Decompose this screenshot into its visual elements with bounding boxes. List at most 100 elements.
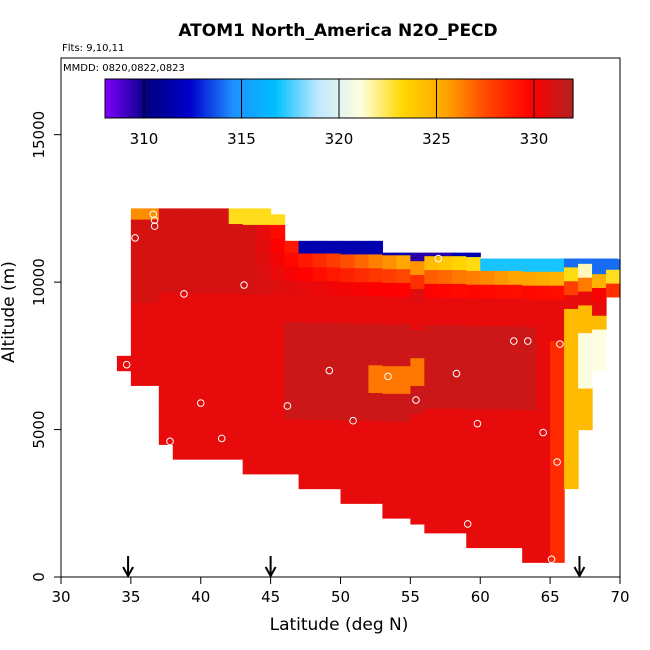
heatmap-cell [522, 271, 537, 286]
colorbar-segment [489, 79, 493, 118]
colorbar-segment [141, 79, 145, 118]
heatmap-cell [550, 534, 565, 549]
heatmap-cell [480, 505, 495, 521]
heatmap-cell [144, 288, 160, 303]
arrow-head [264, 566, 277, 579]
colorbar-segment [492, 79, 496, 118]
heatmap-cell [480, 367, 495, 382]
heatmap-cell [410, 482, 425, 497]
heatmap-cell [368, 406, 384, 421]
heatmap-cell [312, 266, 328, 282]
heatmap-cell [578, 387, 593, 403]
x-tick-label: 45 [261, 588, 280, 606]
heatmap-cell [214, 278, 230, 294]
colorbar-segment [159, 79, 163, 118]
heatmap-cell [158, 416, 174, 432]
heatmap-cell [228, 251, 244, 266]
heatmap-cell [480, 339, 495, 355]
flight-point [325, 366, 334, 375]
colorbar-segment [380, 79, 384, 118]
heatmap-cell [536, 506, 551, 522]
colorbar-segment [513, 79, 517, 118]
colorbar-segment [222, 79, 226, 118]
heatmap-cell [368, 323, 384, 338]
heatmap-cell [564, 460, 579, 476]
heatmap-cell [424, 252, 439, 257]
colorbar-segment [443, 79, 447, 118]
flight-point [131, 234, 139, 242]
heatmap-cell [508, 395, 523, 410]
heatmap-cell [424, 297, 439, 312]
colorbar-tick-label: 330 [520, 130, 549, 148]
heatmap-cell [186, 292, 202, 308]
heatmap-cell [284, 404, 300, 419]
colorbar-segment [383, 79, 387, 118]
heatmap-cell [508, 408, 523, 424]
heatmap-cell [242, 224, 258, 239]
colorbar-segment [539, 79, 543, 118]
heatmap-cell [228, 334, 244, 349]
heatmap-cell [228, 292, 244, 308]
colorbar-segment [138, 79, 142, 118]
heatmap-cell [228, 320, 244, 335]
colorbar-segment [528, 79, 532, 118]
heatmap-cell [130, 371, 146, 386]
heatmap-cell [326, 308, 342, 323]
heatmap-cell [564, 266, 579, 282]
heatmap-cell [186, 237, 202, 252]
heatmap-cell [452, 491, 467, 506]
colorbar-segment [297, 79, 301, 118]
colorbar-segment [505, 79, 509, 118]
heatmap-cell [410, 440, 425, 456]
heatmap-cell [186, 320, 202, 335]
heatmap-cell [354, 336, 370, 352]
heatmap-cell [200, 320, 216, 335]
colorbar: 310 315 320 325 330 [104, 78, 574, 148]
heatmap-cell [298, 474, 314, 490]
colorbar-segment [471, 79, 475, 118]
colorbar-segment [123, 79, 127, 118]
colorbar-segment [508, 79, 512, 118]
colorbar-segment [110, 79, 114, 118]
colorbar-segment [219, 79, 223, 118]
heatmap-cell [130, 302, 146, 317]
heatmap-cell [326, 336, 342, 351]
colorbar-segment [401, 79, 405, 118]
heatmap-cell [214, 251, 230, 266]
heatmap-cell [340, 281, 356, 296]
colorbar-segment [547, 79, 551, 118]
colorbar-segment [253, 79, 257, 118]
heatmap-cell [508, 519, 523, 535]
heatmap-cell [312, 308, 328, 323]
colorbar-segment [565, 79, 569, 118]
heatmap-cell [550, 368, 565, 383]
heatmap-cell [424, 255, 439, 271]
heatmap-cell [536, 354, 551, 369]
heatmap-cell [214, 209, 230, 225]
heatmap-cell [340, 336, 356, 352]
heatmap-cell [242, 418, 258, 433]
heatmap-cell [172, 209, 188, 225]
heatmap-cell [564, 363, 579, 379]
heatmap-cell [550, 423, 565, 439]
heatmap-cell [256, 321, 272, 336]
heatmap-cell [578, 401, 593, 417]
heatmap-cell [452, 394, 467, 409]
heatmap-cell [466, 492, 481, 507]
heatmap-cell [228, 209, 244, 225]
heatmap-cell [340, 392, 356, 407]
heatmap-cell [270, 238, 286, 253]
heatmap-cell [494, 311, 509, 327]
heatmap-cell [536, 534, 551, 549]
colorbar-segment [170, 79, 174, 118]
heatmap-cell [396, 365, 411, 381]
heatmap-cell [480, 464, 495, 479]
heatmap-cell [480, 450, 495, 465]
heatmap-cell [368, 392, 384, 407]
heatmap-cell [298, 266, 314, 282]
heatmap-cell [284, 293, 300, 309]
heatmap-cell [522, 520, 537, 536]
heatmap-cell [200, 278, 216, 294]
heatmap-cell [536, 258, 551, 272]
heatmap-cell [326, 252, 342, 268]
